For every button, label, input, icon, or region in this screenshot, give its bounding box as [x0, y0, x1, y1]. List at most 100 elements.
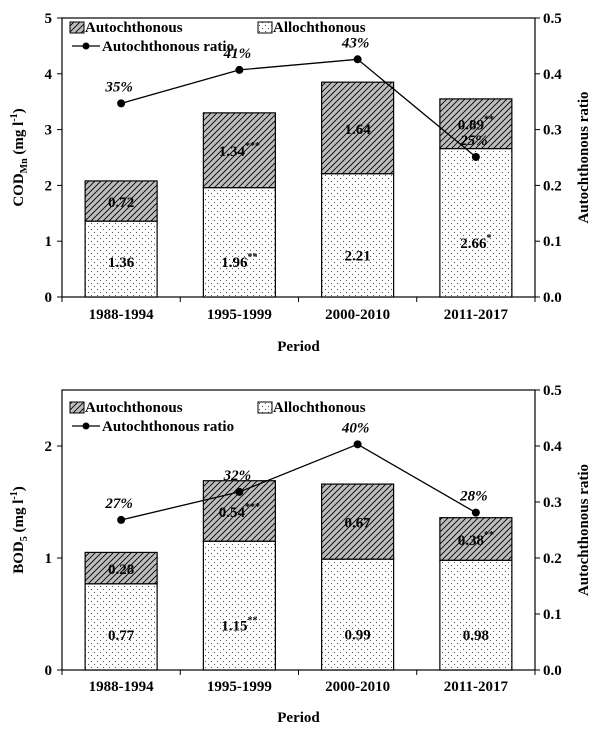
x-tick-label: 2011-2017 — [444, 307, 509, 323]
bar-allochthonous — [84, 220, 158, 298]
data-label-value: 1.34 — [219, 144, 246, 160]
legend-label-ratio: Autochthonous ratio — [102, 419, 234, 435]
legend-swatch-allochthonous — [257, 21, 273, 34]
bar-autochthonous — [321, 81, 395, 175]
ratio-line — [120, 58, 477, 158]
x-tick-label: 1995-1999 — [207, 679, 272, 695]
data-label-autochthonous: 0.54*** — [219, 502, 260, 521]
significance-mark: *** — [245, 502, 260, 513]
y-axis-title-close: ) — [11, 108, 27, 113]
y-axis-title-subscript: 5 — [19, 536, 30, 541]
data-label-value: 1.96 — [221, 255, 248, 271]
significance-mark: ** — [484, 115, 494, 126]
y2-tick-label: 0.1 — [543, 607, 562, 623]
ratio-point — [117, 99, 126, 108]
ratio-label: 32% — [223, 468, 252, 484]
legend-label-allochthonous: Allochthonous — [273, 400, 366, 416]
y-axis-title-unit: (mg l — [11, 500, 27, 537]
data-label-allochthonous: 1.15** — [221, 616, 257, 635]
data-label-autochthonous: 0.89** — [458, 115, 494, 134]
bar-autochthonous — [84, 551, 158, 585]
y-tick-label: 5 — [45, 11, 53, 27]
ratio-label: 25% — [459, 133, 488, 149]
bar-autochthonous — [321, 483, 395, 560]
legend-label-allochthonous: Allochthonous — [273, 20, 366, 36]
y2-tick-label: 0.0 — [543, 290, 562, 306]
ratio-point — [471, 508, 480, 517]
y-axis-title-superscript: -1 — [9, 491, 20, 499]
ratio-point — [235, 487, 244, 496]
y2-tick-label: 0.2 — [543, 551, 562, 567]
bar-allochthonous — [202, 187, 276, 298]
y-tick-label: 3 — [45, 123, 53, 139]
y-tick-label: 1 — [45, 551, 53, 567]
significance-mark: * — [487, 233, 492, 244]
bar-allochthonous — [321, 558, 395, 671]
data-label-value: 1.15 — [221, 619, 247, 635]
ratio-line — [120, 443, 477, 521]
bar-allochthonous — [84, 583, 158, 671]
data-label-allochthonous: 0.98 — [463, 628, 489, 644]
y-axis-title-subscript: Mn — [19, 158, 30, 173]
data-label-autochthonous: 0.72 — [108, 195, 134, 211]
y2-tick-label: 0.1 — [543, 234, 562, 250]
x-tick-label: 1988-1994 — [89, 679, 154, 695]
legend-ratio-marker — [82, 42, 90, 50]
bar-autochthonous — [439, 517, 513, 561]
ratio-label: 40% — [341, 420, 370, 436]
legend-label-ratio: Autochthonous ratio — [102, 39, 234, 55]
bod-panel: 0 1 2 0.0 0.1 0.2 0.3 0.4 0.5 0.77 0.28 1988-1994 1.… — [9, 383, 592, 726]
y-axis-title-close: ) — [11, 486, 27, 491]
y-axis-title-main: BOD — [11, 541, 27, 574]
ratio-point — [471, 152, 480, 161]
y2-tick-label: 0.3 — [543, 495, 562, 511]
y-tick-label: 2 — [45, 439, 53, 455]
x-tick-label: 1995-1999 — [207, 307, 272, 323]
data-label-allochthonous: 0.99 — [345, 628, 371, 644]
bar-autochthonous — [439, 98, 513, 150]
data-label-allochthonous: 1.36 — [108, 255, 135, 271]
significance-mark: ** — [248, 252, 258, 263]
legend-ratio-marker — [82, 422, 90, 430]
data-label-value: 0.28 — [108, 562, 134, 578]
y2-tick-label: 0.4 — [543, 439, 562, 455]
data-label-allochthonous: 2.21 — [345, 248, 371, 264]
x-axis-title: Period — [277, 710, 320, 726]
x-tick-label: 2000-2010 — [325, 307, 390, 323]
data-label-value: 0.89 — [458, 118, 484, 134]
ratio-point — [353, 55, 362, 64]
legend-label-autochthonous: Autochthonous — [85, 20, 183, 36]
x-axis-title: Period — [277, 339, 320, 355]
y-axis-title-main: COD — [11, 173, 27, 207]
x-tick-label: 2000-2010 — [325, 679, 390, 695]
legend-swatch-allochthonous — [257, 401, 273, 414]
data-label-value: 0.98 — [463, 628, 489, 644]
legend-label-autochthonous: Autochthonous — [85, 400, 183, 416]
data-label-allochthonous: 0.77 — [108, 628, 135, 644]
data-label-value: 0.72 — [108, 195, 134, 211]
y-tick-label: 0 — [45, 663, 53, 679]
cod-panel: 0 1 2 3 4 5 0.0 0.1 0.2 0.3 0.4 0.5 1.36 0.72 1988-199… — [9, 11, 592, 355]
y2-tick-label: 0.4 — [543, 67, 562, 83]
data-label-value: 1.64 — [345, 122, 372, 138]
ratio-point — [117, 515, 126, 524]
significance-mark: *** — [245, 141, 260, 152]
bar-allochthonous — [439, 559, 513, 671]
x-tick-label: 1988-1994 — [89, 307, 154, 323]
x-tick-label: 2011-2017 — [444, 679, 509, 695]
bar-autochthonous — [202, 112, 276, 189]
data-label-value: 2.21 — [345, 248, 371, 264]
y2-axis-title: Autochthonous ratio — [576, 464, 592, 596]
y2-tick-label: 0.5 — [543, 11, 562, 27]
data-label-allochthonous: 1.96** — [221, 252, 257, 271]
y-tick-label: 1 — [45, 234, 53, 250]
data-label-autochthonous: 1.64 — [345, 122, 372, 138]
significance-mark: ** — [484, 530, 494, 541]
ratio-point — [235, 65, 244, 74]
data-label-autochthonous: 0.67 — [345, 516, 372, 532]
y2-tick-label: 0.3 — [543, 123, 562, 139]
data-label-value: 0.67 — [345, 516, 372, 532]
data-label-autochthonous: 1.34*** — [219, 141, 260, 160]
y2-tick-label: 0.2 — [543, 178, 562, 194]
